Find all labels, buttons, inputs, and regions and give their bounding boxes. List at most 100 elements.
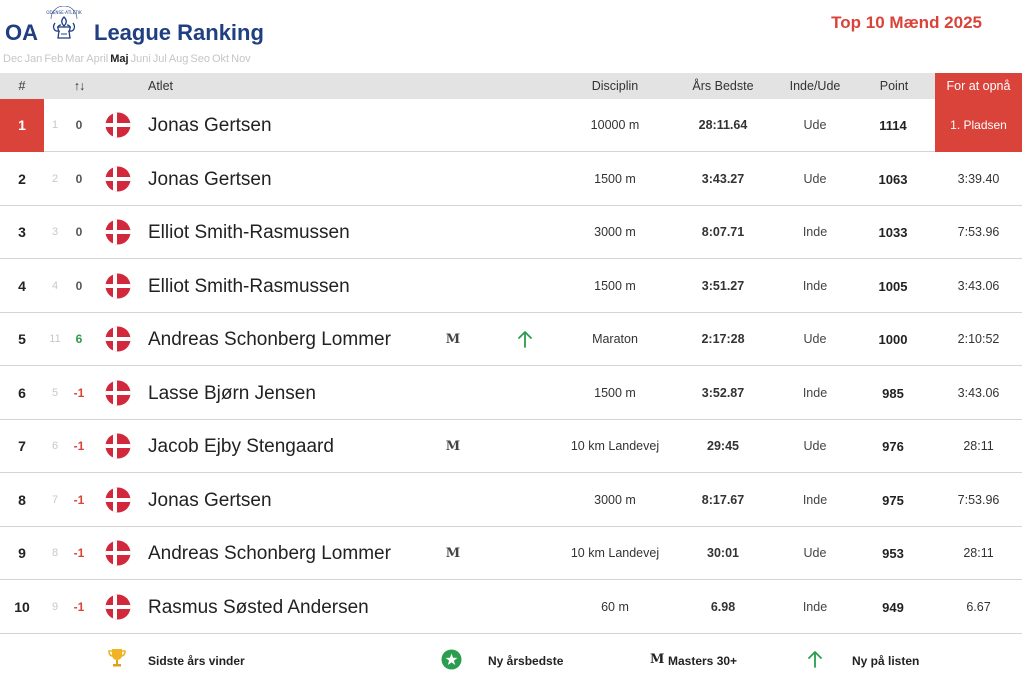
previous-rank-cell: 7 <box>51 493 59 506</box>
athlete-name[interactable]: Andreas Schonberg Lommer <box>148 329 391 350</box>
month-april[interactable]: April <box>86 53 109 65</box>
points-cell: 953 <box>882 546 904 561</box>
column-header-sort[interactable]: ↑↓ <box>73 79 86 93</box>
rank-cell: 7 <box>18 438 26 454</box>
discipline-cell: 10 km Landevej <box>570 546 660 560</box>
season-best-cell: 3:51.27 <box>701 278 745 293</box>
rank-cell: 8 <box>18 491 26 508</box>
athlete-name[interactable]: Rasmus Søsted Andersen <box>148 596 369 618</box>
previous-rank-cell: 1 <box>51 119 59 131</box>
table-row[interactable]: 6 5 -1 Lasse Bjørn Jensen 1500 m 3:52.87 Inde 9… <box>0 366 1022 420</box>
month-okt[interactable]: Okt <box>212 53 230 65</box>
arrow-up-icon <box>515 329 535 349</box>
athlete-name[interactable]: Jonas Gertsen <box>148 168 272 190</box>
goal-cell: 3:39.40 <box>957 171 1000 186</box>
rank-cell: 9 <box>18 545 26 561</box>
points-cell: 1000 <box>878 332 908 347</box>
masters-icon: M <box>650 652 665 667</box>
denmark-flag-icon <box>105 487 131 513</box>
season-best-cell: 28:11.64 <box>698 118 748 132</box>
rank-change-cell: 0 <box>75 225 83 239</box>
month-aug[interactable]: Aug <box>168 53 189 65</box>
season-best-cell: 30:01 <box>707 546 739 560</box>
discipline-cell: 1500 m <box>594 171 636 186</box>
rank-change-cell: -1 <box>73 599 85 614</box>
table-row[interactable]: 10 9 -1 Rasmus Søsted Andersen 60 m 6.98 Inde 9… <box>0 580 1022 634</box>
points-cell: 976 <box>882 439 904 454</box>
rank-cell: 3 <box>18 224 26 240</box>
discipline-cell: 3000 m <box>594 225 636 239</box>
column-header-discipline: Disciplin <box>591 79 639 93</box>
discipline-cell: Maraton <box>592 332 638 346</box>
month-seo[interactable]: Seo <box>190 53 210 65</box>
previous-rank-cell: 4 <box>51 279 59 292</box>
table-row[interactable]: 3 3 0 Elliot Smith-Rasmussen 3000 m 8:07.71 In… <box>0 206 1022 259</box>
athlete-name[interactable]: Elliot Smith-Rasmussen <box>148 275 350 297</box>
masters-icon: M <box>445 439 461 454</box>
svg-text:ODENSE·ATLETIK: ODENSE·ATLETIK <box>46 10 82 15</box>
indoor-outdoor-cell: Inde <box>802 278 828 293</box>
athlete-name[interactable]: Jacob Ejby Stengaard <box>148 436 334 457</box>
month-maj[interactable]: Maj <box>110 53 129 65</box>
column-header-points: Point <box>879 79 909 93</box>
indoor-outdoor-cell: Ude <box>803 171 827 186</box>
month-nov[interactable]: Nov <box>231 53 251 65</box>
club-logo: ODENSE·ATLETIK <box>46 6 82 39</box>
table-row[interactable]: 4 4 0 Elliot Smith-Rasmussen 1500 m 3:51.27 In… <box>0 259 1022 313</box>
previous-rank-cell: 11 <box>49 333 61 345</box>
previous-rank-cell: 8 <box>51 547 59 559</box>
ranking-subtitle: Top 10 Mænd 2025 <box>831 13 982 32</box>
denmark-flag-icon <box>105 273 131 299</box>
masters-icon: M <box>445 546 461 561</box>
goal-cell: 28:11 <box>963 546 994 560</box>
athlete-name[interactable]: Jonas Gertsen <box>148 489 272 511</box>
goal-cell: 7:53.96 <box>957 492 1000 507</box>
month-mar[interactable]: Mar <box>65 53 85 65</box>
table-row[interactable]: 8 7 -1 Jonas Gertsen 3000 m 8:17.67 Inde 975 7:5… <box>0 473 1022 527</box>
discipline-cell: 10 km Landevej <box>570 439 660 453</box>
rank-cell: 6 <box>18 384 26 401</box>
legend-new-season-best: Ny årsbedste <box>488 654 564 668</box>
season-best-cell: 2:17:28 <box>701 332 745 346</box>
table-row[interactable]: 1 1 0 Jonas Gertsen 10000 m 28:11.64 Ude 1114 1.… <box>0 99 1022 152</box>
masters-icon: M <box>445 332 461 347</box>
season-best-cell: 8:07.71 <box>701 225 745 239</box>
rank-cell: 5 <box>18 331 26 347</box>
rank-cell: 10 <box>14 598 30 615</box>
table-row[interactable]: 9 8 -1 Andreas Schonberg Lommer M 10 km Lande… <box>0 527 1022 580</box>
rank-change-cell: 6 <box>75 332 83 346</box>
star-icon <box>441 649 462 670</box>
denmark-flag-icon <box>105 219 131 245</box>
athlete-name[interactable]: Andreas Schonberg Lommer <box>148 543 391 564</box>
discipline-cell: 10000 m <box>590 118 640 132</box>
month-jul[interactable]: Jul <box>152 53 167 65</box>
rank-change-cell: -1 <box>73 385 85 400</box>
points-cell: 1063 <box>878 171 908 187</box>
month-dec[interactable]: Dec <box>3 53 23 65</box>
points-cell: 1033 <box>878 225 908 240</box>
athlete-name[interactable]: Lasse Bjørn Jensen <box>148 382 316 404</box>
goal-cell: 3:43.06 <box>957 385 1000 400</box>
table-row[interactable]: 7 6 -1 Jacob Ejby Stengaard M 10 km Landevej 2… <box>0 420 1022 473</box>
season-best-cell: 3:52.87 <box>701 385 745 400</box>
discipline-cell: 3000 m <box>594 492 636 507</box>
column-header-indoor-outdoor: Inde/Ude <box>789 79 841 93</box>
points-cell: 975 <box>882 492 904 508</box>
season-best-cell: 29:45 <box>707 439 739 453</box>
table-row[interactable]: 2 2 0 Jonas Gertsen 1500 m 3:43.27 Ude 1063 3:39… <box>0 152 1022 206</box>
brand-prefix: OA <box>5 20 38 45</box>
points-cell: 985 <box>882 385 904 401</box>
goal-cell: 7:53.96 <box>957 225 1000 239</box>
athlete-name[interactable]: Elliot Smith-Rasmussen <box>148 222 350 243</box>
table-row[interactable]: 5 11 6 Andreas Schonberg Lommer M Maraton 2:17… <box>0 313 1022 366</box>
denmark-flag-icon <box>105 540 131 566</box>
rank-change-cell: 0 <box>75 118 83 132</box>
athlete-name[interactable]: Jonas Gertsen <box>148 115 272 136</box>
indoor-outdoor-cell: Inde <box>802 385 828 400</box>
month-jan[interactable]: Jan <box>24 53 43 65</box>
month-feb[interactable]: Feb <box>44 53 64 65</box>
month-juni[interactable]: Juni <box>130 53 151 65</box>
indoor-outdoor-cell: Inde <box>802 225 828 239</box>
denmark-flag-icon <box>105 326 131 352</box>
indoor-outdoor-cell: Ude <box>803 546 827 560</box>
